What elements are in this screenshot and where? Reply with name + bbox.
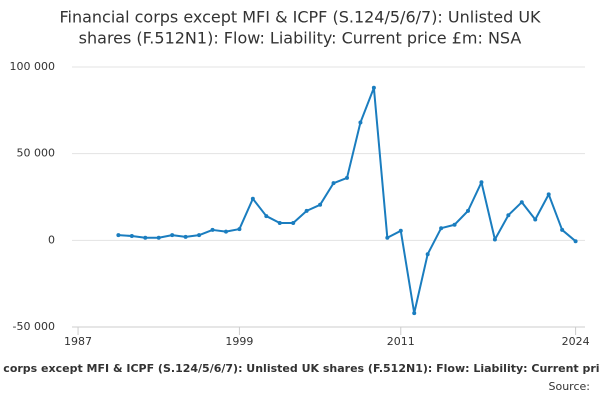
- point: [425, 252, 430, 257]
- point: [492, 237, 497, 242]
- x-tick-label: 1999: [225, 335, 253, 348]
- line-series: [118, 86, 577, 315]
- point: [452, 222, 457, 227]
- point: [519, 200, 524, 205]
- point: [197, 233, 202, 238]
- point: [264, 214, 269, 219]
- point: [358, 120, 363, 125]
- point: [466, 208, 471, 213]
- point: [398, 228, 403, 233]
- point: [344, 175, 349, 180]
- point: [533, 217, 538, 222]
- source: Source:: [549, 380, 591, 393]
- y-tick-label: -50 000: [13, 320, 55, 333]
- point: [223, 229, 228, 234]
- x-axis-label: Financial corps except MFI & ICPF (S.124…: [0, 362, 600, 375]
- chart-title: Financial corps except MFI & ICPF (S.124…: [59, 8, 541, 27]
- point: [479, 180, 484, 185]
- point: [129, 234, 134, 238]
- point: [573, 239, 578, 244]
- point: [156, 235, 161, 240]
- point: [183, 234, 188, 239]
- point: [143, 235, 148, 240]
- y-tick-label: 0: [48, 233, 55, 246]
- point: [546, 192, 551, 197]
- point: [116, 233, 121, 238]
- point: [250, 196, 255, 201]
- chart-title: shares (F.512N1): Flow: Liability: Curre…: [79, 29, 522, 48]
- point: [210, 227, 215, 232]
- point: [318, 202, 323, 207]
- point: [371, 85, 376, 90]
- x-tick-label: 2024: [562, 335, 590, 348]
- point: [291, 221, 296, 225]
- point: [385, 235, 390, 240]
- point: [506, 213, 511, 218]
- point: [304, 208, 309, 213]
- point: [439, 226, 444, 231]
- point: [237, 227, 242, 232]
- point: [331, 181, 336, 186]
- x-tick-label: 2011: [387, 335, 415, 348]
- y-tick-label: 100 000: [10, 60, 56, 73]
- point: [170, 233, 175, 238]
- y-tick-label: 50 000: [17, 147, 56, 160]
- point: [277, 221, 282, 225]
- point: [412, 311, 417, 316]
- x-tick-label: 1987: [64, 335, 92, 348]
- point: [560, 227, 565, 232]
